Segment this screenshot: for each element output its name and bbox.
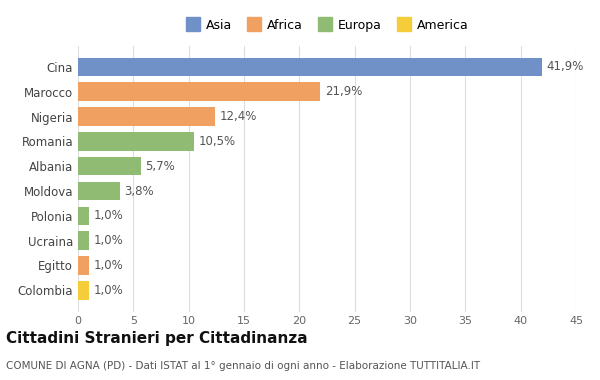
- Bar: [78, 281, 89, 299]
- Bar: [78, 157, 141, 176]
- Text: 12,4%: 12,4%: [220, 110, 257, 123]
- Bar: [78, 132, 194, 151]
- Bar: [78, 182, 120, 200]
- Text: Cittadini Stranieri per Cittadinanza: Cittadini Stranieri per Cittadinanza: [6, 331, 308, 345]
- Text: 1,0%: 1,0%: [94, 209, 123, 222]
- Bar: [78, 231, 89, 250]
- Text: 10,5%: 10,5%: [199, 135, 236, 148]
- Text: 1,0%: 1,0%: [94, 284, 123, 297]
- Bar: [78, 107, 215, 126]
- Text: 1,0%: 1,0%: [94, 259, 123, 272]
- Bar: [78, 82, 320, 101]
- Bar: [78, 256, 89, 275]
- Text: 1,0%: 1,0%: [94, 234, 123, 247]
- Legend: Asia, Africa, Europa, America: Asia, Africa, Europa, America: [183, 16, 471, 34]
- Bar: [78, 206, 89, 225]
- Text: 5,7%: 5,7%: [146, 160, 175, 173]
- Text: 3,8%: 3,8%: [124, 185, 154, 198]
- Text: 41,9%: 41,9%: [546, 60, 583, 73]
- Bar: [78, 58, 542, 76]
- Text: COMUNE DI AGNA (PD) - Dati ISTAT al 1° gennaio di ogni anno - Elaborazione TUTTI: COMUNE DI AGNA (PD) - Dati ISTAT al 1° g…: [6, 361, 480, 371]
- Text: 21,9%: 21,9%: [325, 85, 362, 98]
